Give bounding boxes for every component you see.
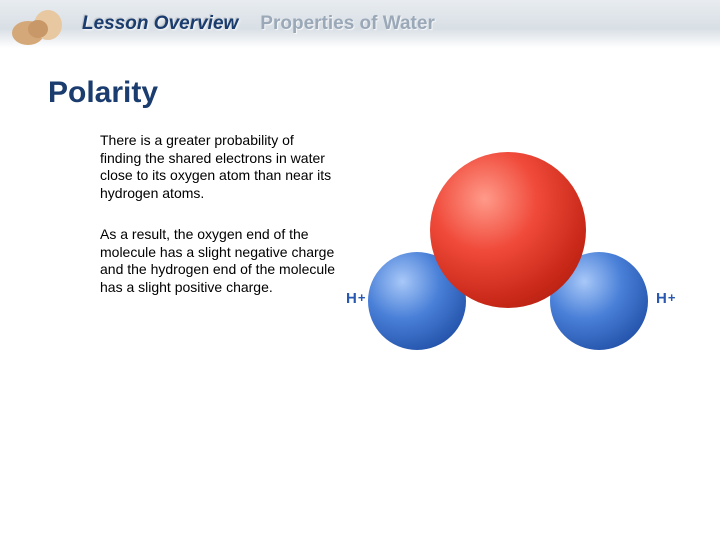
- oxygen-atom: [430, 152, 586, 308]
- oxygen-charge: -: [609, 216, 617, 243]
- lesson-overview-label: Lesson Overview: [82, 13, 238, 35]
- hydrogen-right-symbol: H: [656, 290, 667, 307]
- water-molecule-diagram: O- H+ H+: [368, 142, 648, 382]
- header-bar: Lesson Overview Properties of Water: [0, 0, 720, 48]
- hydrogen-left-label: H+: [346, 290, 365, 307]
- paragraph: As a result, the oxygen end of the molec…: [100, 226, 338, 296]
- oxygen-label: O-: [593, 216, 617, 244]
- hydrogen-left-symbol: H: [346, 290, 357, 307]
- header-title-group: Lesson Overview Properties of Water: [82, 13, 435, 35]
- content-area: Polarity There is a greater probability …: [0, 48, 720, 382]
- topic-label: Properties of Water: [260, 13, 435, 35]
- hydrogen-right-label: H+: [656, 290, 675, 307]
- text-column: There is a greater probability of findin…: [48, 132, 338, 382]
- header-badge: [10, 3, 70, 45]
- hydrogen-left-charge: +: [358, 290, 366, 305]
- paragraph: There is a greater probability of findin…: [100, 132, 338, 202]
- section-heading: Polarity: [48, 76, 670, 110]
- oxygen-symbol: O: [593, 219, 607, 239]
- body-wrap: There is a greater probability of findin…: [48, 132, 670, 382]
- hydrogen-right-charge: +: [668, 290, 676, 305]
